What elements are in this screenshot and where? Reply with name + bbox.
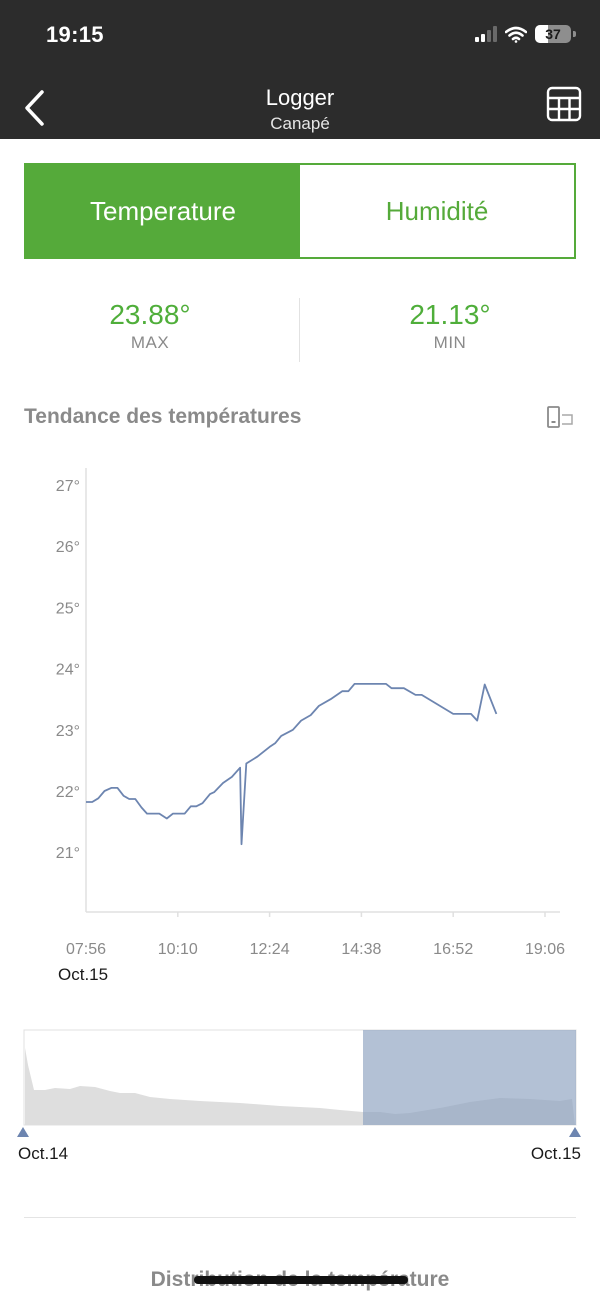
x-tick-label: 07:56	[66, 941, 106, 958]
rotate-landscape-button[interactable]	[546, 405, 574, 429]
stats-divider	[299, 298, 300, 362]
navigator-start-date: Oct.14	[18, 1144, 69, 1163]
y-tick-label: 23°	[56, 723, 80, 740]
battery-icon: 37	[535, 25, 571, 43]
x-tick-label: 10:10	[158, 941, 198, 958]
tab-humidity[interactable]: Humidité	[300, 165, 574, 257]
battery-level: 37	[545, 26, 561, 42]
x-tick-label: 12:24	[250, 941, 290, 958]
status-icons: 37	[475, 25, 576, 43]
rotate-landscape-icon	[547, 406, 573, 428]
x-tick-label: 14:38	[341, 941, 381, 958]
navigator-selection[interactable]	[363, 1030, 576, 1125]
min-label: MIN	[433, 333, 467, 352]
y-tick-label: 25°	[56, 600, 80, 617]
chart-date-label: Oct.15	[58, 965, 109, 984]
min-stat: 21.13° MIN	[300, 298, 600, 354]
signal-icon	[475, 26, 497, 42]
y-tick-label: 24°	[56, 662, 80, 679]
table-grid-icon	[546, 86, 582, 122]
stats-summary: 23.88° MAX 21.13° MIN	[0, 298, 600, 362]
navigator-end-date: Oct.15	[530, 1144, 581, 1163]
y-tick-label: 22°	[56, 784, 80, 801]
page-title: Logger	[265, 85, 335, 110]
x-tick-label: 16:52	[433, 941, 473, 958]
section-divider	[24, 1217, 576, 1218]
home-indicator	[194, 1276, 408, 1284]
max-value: 23.88°	[109, 299, 191, 330]
navigator-end-handle[interactable]	[569, 1127, 581, 1137]
navigator-area	[25, 1048, 575, 1125]
top-bar: 19:15 37 Logger Canapé	[0, 0, 600, 139]
battery-tip	[573, 31, 576, 37]
table-view-button[interactable]	[546, 86, 582, 122]
max-stat: 23.88° MAX	[0, 298, 300, 354]
max-label: MAX	[130, 333, 170, 352]
trend-section-title: Tendance des températures	[24, 405, 302, 428]
x-tick-label: 19:06	[525, 941, 565, 958]
status-time: 19:15	[46, 22, 104, 47]
temperature-trend-chart[interactable]: 21° 22° 23° 24° 25° 26° 27° 07:56 10:10 12:24 14:3…	[0, 460, 600, 990]
y-tick-label: 27°	[56, 478, 80, 495]
wifi-icon	[505, 26, 527, 43]
chevron-left-icon	[25, 90, 44, 126]
y-tick-label: 21°	[56, 845, 80, 862]
page-subtitle: Canapé	[270, 114, 330, 133]
min-value: 21.13°	[409, 299, 491, 330]
temperature-line	[86, 683, 498, 846]
metric-tabs: Temperature Humidité	[24, 163, 576, 259]
y-tick-label: 26°	[56, 539, 80, 556]
range-navigator[interactable]	[0, 1025, 600, 1175]
navigator-start-handle[interactable]	[17, 1127, 29, 1137]
tab-temperature[interactable]: Temperature	[26, 165, 300, 257]
back-button[interactable]	[20, 88, 50, 128]
